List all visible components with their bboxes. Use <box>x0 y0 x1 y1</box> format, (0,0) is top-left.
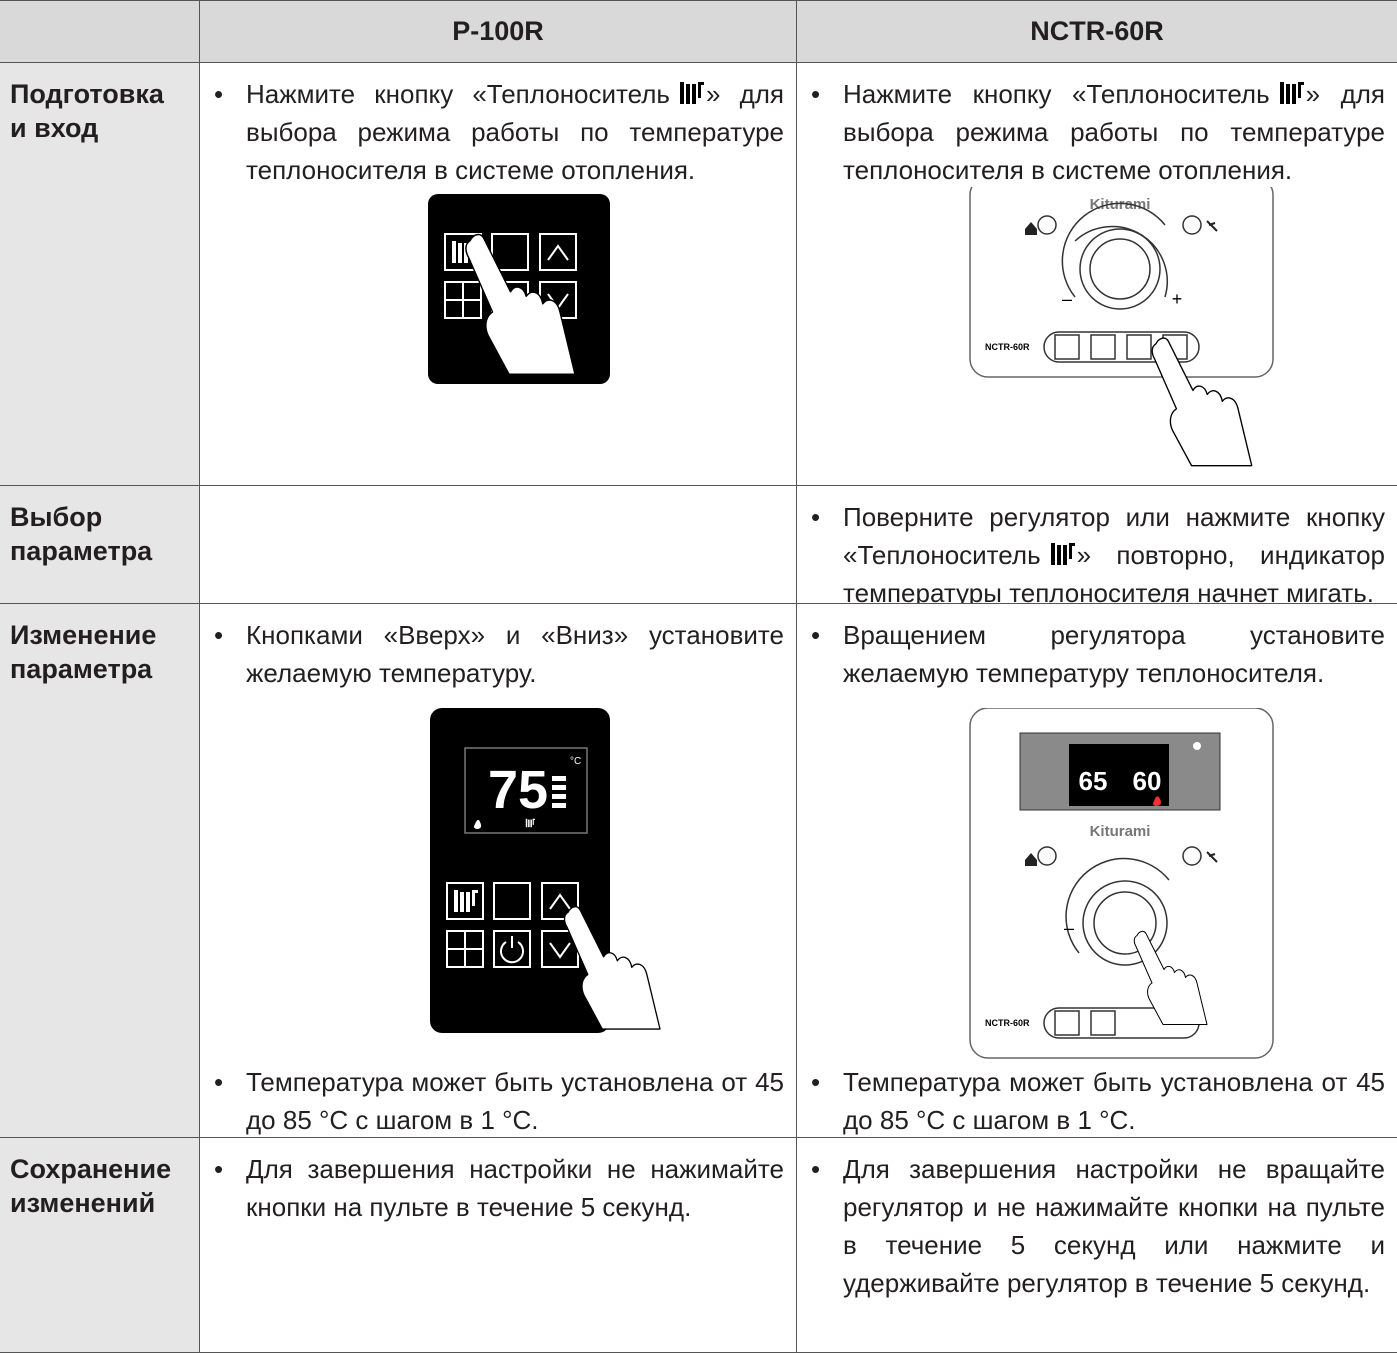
list-item: Нажмите кнопку «Теплоноситель» для выбор… <box>214 75 785 189</box>
radiator-icon <box>1278 80 1304 106</box>
minus-label: – <box>1062 289 1072 309</box>
brand: Kiturami <box>1090 196 1151 213</box>
model-label: NCTR-60R <box>985 1018 1030 1028</box>
text: » для выбора режима работы по температур… <box>246 79 785 185</box>
list-item: Температура может быть установлена от 45… <box>214 1063 784 1137</box>
brand: Kiturami <box>1090 823 1151 840</box>
radiator-icon <box>1049 541 1075 567</box>
model-label: NCTR-60R <box>985 342 1030 352</box>
p100r-panel: 75 °C <box>430 708 661 1033</box>
list: Температура может быть установлена от 45… <box>200 1063 796 1137</box>
text: » повторно, индикатор температуры теплон… <box>843 540 1385 604</box>
list-item: Температура может быть установлена от 45… <box>811 1063 1385 1137</box>
cell: Для завершения настройки не вращайте рег… <box>797 1138 1397 1353</box>
plus-label: + <box>1172 289 1183 309</box>
list-item: Поверните регулятор или нажмите кнопку «… <box>811 498 1385 604</box>
text: Нажмите кнопку «Теплоноситель <box>246 79 670 109</box>
text: Нажмите кнопку «Теплоноситель <box>843 79 1270 109</box>
header-cell: P-100R <box>200 1 797 63</box>
label-line: Подготовка <box>10 79 164 109</box>
label-line: параметра <box>10 536 153 566</box>
cell: Вращением регулятора установите желаемую… <box>797 604 1397 1138</box>
header-empty <box>0 1 200 63</box>
row-label: Сохранение изменений <box>0 1138 200 1353</box>
cell: Для завершения настройки не нажимайте кн… <box>200 1138 797 1353</box>
p100r-panel <box>428 194 610 384</box>
nctr-panel: 65 60 Kiturami – NCTR-60R <box>969 708 1274 1059</box>
minus-label: – <box>1064 918 1074 938</box>
cell: Кнопками «Вверх» и «Вниз» установите жел… <box>200 604 797 1138</box>
list: Для завершения настройки не нажимайте кн… <box>200 1138 796 1226</box>
label-line: параметра <box>10 654 153 684</box>
text: » для выбора режима работы по температур… <box>843 79 1386 185</box>
list-item: Вращением регулятора установите желаемую… <box>811 616 1385 692</box>
label-line: и вход <box>10 113 99 143</box>
display-unit: °C <box>570 756 581 767</box>
display-temp: 75 <box>488 760 548 820</box>
list-item: Кнопками «Вверх» и «Вниз» установите жел… <box>214 616 784 692</box>
list-item: Для завершения настройки не вращайте рег… <box>811 1150 1385 1302</box>
list: Вращением регулятора установите желаемую… <box>797 604 1397 692</box>
cell: Нажмите кнопку «Теплоноситель» для выбор… <box>200 63 797 486</box>
list-item: Нажмите кнопку «Теплоноситель» для выбор… <box>811 75 1386 189</box>
list: Для завершения настройки не вращайте рег… <box>797 1138 1397 1302</box>
list: Кнопками «Вверх» и «Вниз» установите жел… <box>200 604 796 692</box>
cell <box>200 486 797 604</box>
cell: Поверните регулятор или нажмите кнопку «… <box>797 486 1397 604</box>
list: Нажмите кнопку «Теплоноситель» для выбор… <box>797 63 1397 189</box>
label-line: Выбор <box>10 502 103 532</box>
text: Поверните регулятор или нажмите кнопку «… <box>843 502 1385 570</box>
nctr-panel: Kiturami – + NCTR-60R <box>969 187 1274 467</box>
list: Температура может быть установлена от 45… <box>797 1063 1397 1137</box>
header-cell: NCTR-60R <box>797 1 1397 63</box>
list: Поверните регулятор или нажмите кнопку «… <box>797 486 1397 604</box>
cell: Нажмите кнопку «Теплоноситель» для выбор… <box>797 63 1397 486</box>
list: Нажмите кнопку «Теплоноситель» для выбор… <box>200 63 796 189</box>
label-line: Сохранение <box>10 1154 172 1184</box>
display-heat: 65 <box>1079 766 1108 796</box>
radiator-icon <box>678 80 704 106</box>
row-label: Подготовка и вход <box>0 63 200 486</box>
display-water: 60 <box>1133 766 1162 796</box>
row-label: Выбор параметра <box>0 486 200 604</box>
label-line: изменений <box>10 1188 156 1218</box>
label-line: Изменение <box>10 620 157 650</box>
row-label: Изменение параметра <box>0 604 200 1138</box>
list-item: Для завершения настройки не нажимайте кн… <box>214 1150 784 1226</box>
